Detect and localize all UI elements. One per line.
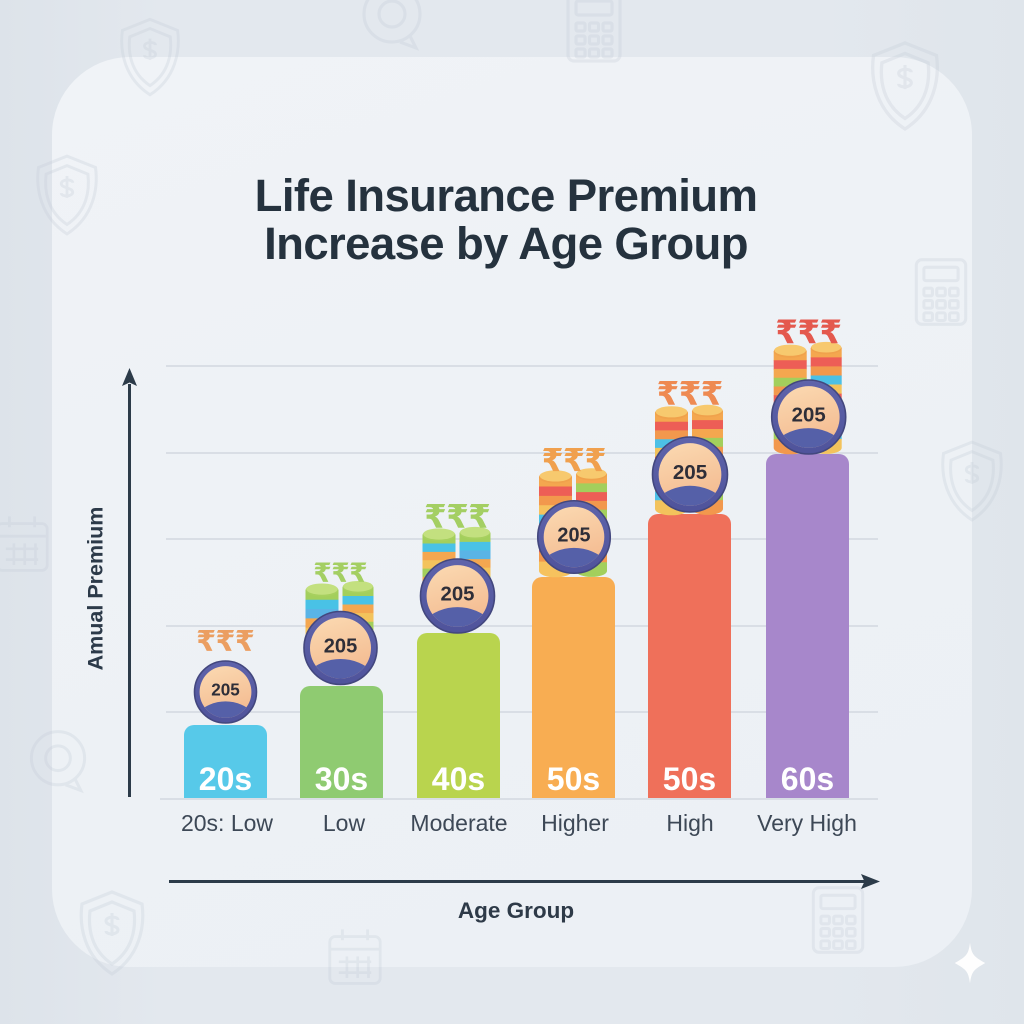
svg-text:205: 205 <box>324 635 358 657</box>
svg-text:205: 205 <box>440 583 474 605</box>
svg-text:205: 205 <box>211 681 240 700</box>
svg-text:205: 205 <box>557 524 590 546</box>
svg-text:205: 205 <box>792 404 826 426</box>
svg-text:205: 205 <box>673 461 707 484</box>
